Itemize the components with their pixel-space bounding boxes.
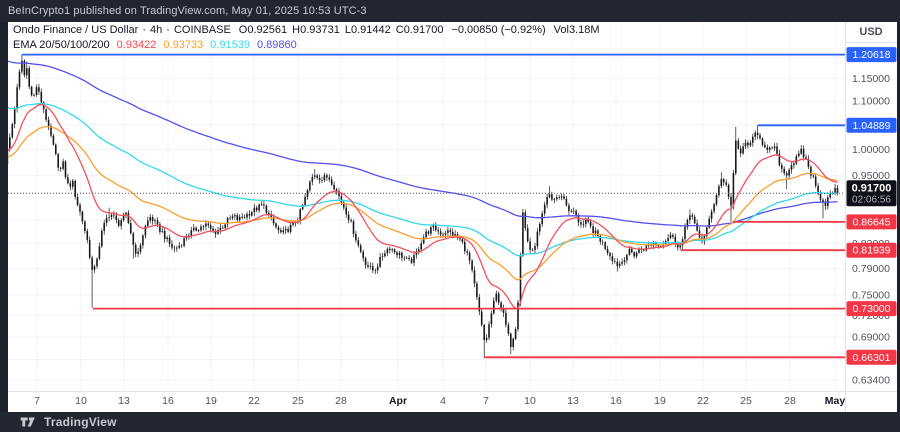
ema200-line	[8, 60, 838, 227]
price-tick-label: 0.69000	[852, 332, 890, 344]
footer-bar: TradingView	[0, 412, 900, 432]
current-price-badge	[846, 180, 897, 207]
ema50-line	[8, 125, 838, 281]
time-tick-label: Apr	[389, 395, 407, 407]
time-tick-label: 25	[740, 395, 752, 407]
time-tick-label: 13	[567, 395, 579, 407]
price-tick-label: 1.00000	[852, 144, 890, 156]
time-tick-label: 4	[440, 395, 446, 407]
tradingview-logo[interactable]: TradingView	[20, 415, 117, 429]
bar-countdown-label: 02:06:56	[852, 195, 891, 206]
price-level-badge-label: 1.04889	[853, 120, 891, 132]
time-tick-label: May	[825, 395, 846, 407]
price-level-badge-label: 0.81939	[853, 245, 891, 257]
time-tick-label: 13	[118, 395, 130, 407]
time-tick-label: 10	[75, 395, 87, 407]
price-level-badge	[846, 214, 897, 230]
price-level-badge-label: 0.86645	[853, 216, 891, 228]
tradingview-logo-icon	[20, 417, 35, 427]
plot-layer	[8, 22, 845, 391]
price-tick-label: 0.63400	[852, 374, 890, 386]
price-level-badge	[846, 349, 897, 365]
time-tick-label: 25	[292, 395, 304, 407]
gridlines	[8, 22, 845, 391]
price-level-badge	[846, 242, 897, 258]
tradingview-brand-text: TradingView	[44, 415, 117, 429]
price-chart: USD1.150001.100001.000000.950000.830000.…	[8, 22, 897, 412]
publish-caption: BeInCrypto1 published on TradingView.com…	[8, 5, 367, 17]
time-tick-label: 28	[335, 395, 347, 407]
chart-card: Ondo Finance / US Dollar · 4h · COINBASE O0.9…	[8, 22, 897, 412]
price-level-badge-label: 0.73000	[853, 303, 891, 315]
price-level-badge-label: 0.66301	[853, 352, 891, 364]
time-tick-label: 19	[654, 395, 666, 407]
price-tick-label: 0.79000	[852, 263, 890, 275]
time-tick-label: 16	[610, 395, 622, 407]
time-tick-label: 28	[784, 395, 796, 407]
time-tick-label: 22	[697, 395, 709, 407]
time-tick-label: 10	[524, 395, 536, 407]
ema20-line	[8, 103, 838, 310]
price-axis[interactable]: USD1.150001.100001.000000.950000.830000.…	[845, 22, 898, 412]
publish-bar: BeInCrypto1 published on TradingView.com…	[0, 0, 900, 22]
time-tick-label: 19	[205, 395, 217, 407]
time-tick-label: 7	[483, 395, 489, 407]
price-level-badge	[846, 117, 897, 133]
price-level-badge	[846, 301, 897, 317]
time-tick-label: 7	[34, 395, 40, 407]
current-price-label: 0.91700	[852, 183, 892, 195]
price-level-badge-label: 1.20618	[853, 49, 891, 61]
ema100-line	[8, 103, 838, 257]
price-level-badge	[846, 47, 897, 63]
price-tick-label: 0.75000	[852, 289, 890, 301]
price-tick-label: 1.10000	[852, 96, 890, 108]
price-tick-label: 1.15000	[852, 73, 890, 85]
time-tick-label: 16	[162, 395, 174, 407]
time-tick-label: 22	[248, 395, 260, 407]
chart-pane[interactable]	[8, 22, 845, 391]
time-axis[interactable]: 7 10 13 16 19 22 25 28 Apr 4 7 10 13 16 19 22 25 28 May	[8, 391, 897, 408]
price-tick-label: 0.95000	[852, 170, 890, 182]
currency-label: USD	[859, 26, 882, 38]
